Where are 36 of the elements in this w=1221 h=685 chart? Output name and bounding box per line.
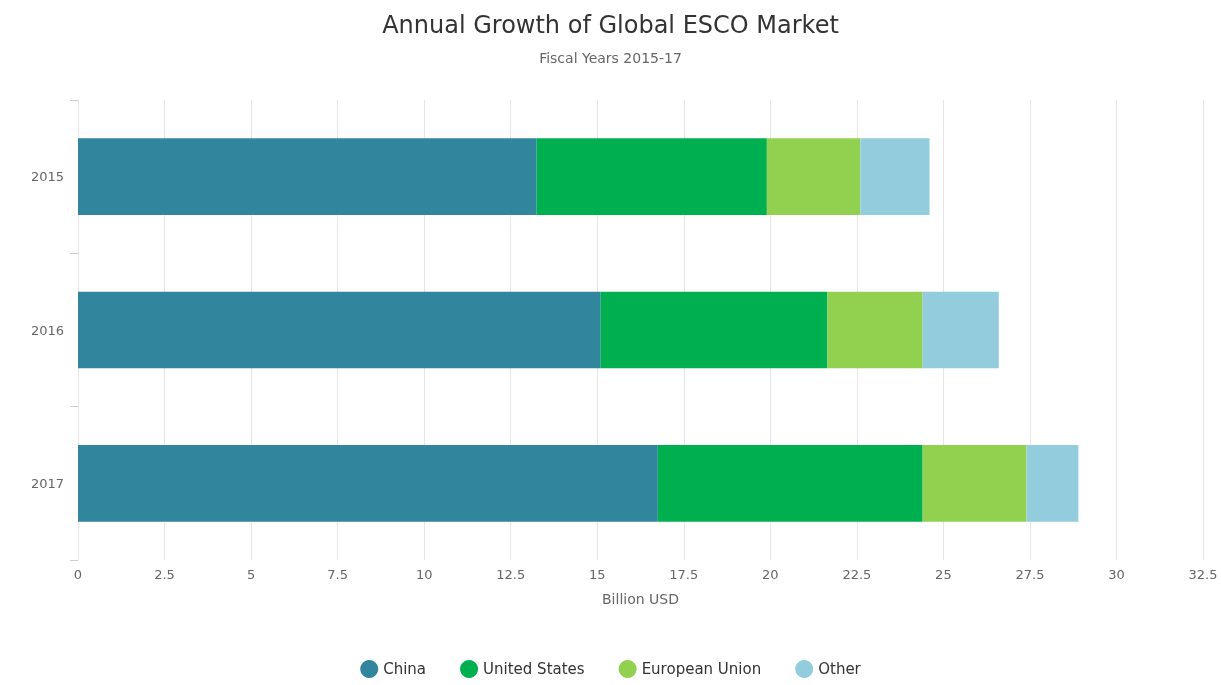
x-tick-label: 30	[1108, 567, 1125, 582]
y-tick-label: 2016	[30, 322, 64, 338]
bar	[922, 291, 999, 369]
chart-subtitle: Fiscal Years 2015-17	[539, 50, 682, 66]
bar	[657, 445, 923, 522]
bar	[78, 445, 658, 522]
x-tick-label: 20	[762, 567, 779, 582]
bar	[766, 138, 861, 215]
x-axis-title: Billion USD	[602, 591, 679, 607]
x-tick-label: 32.5	[1188, 567, 1218, 582]
chart-title: Annual Growth of Global ESCO Market	[382, 11, 839, 39]
legend-label: China	[383, 660, 427, 678]
bar	[827, 291, 923, 369]
bar	[78, 138, 537, 215]
x-tick-label: 15	[588, 567, 606, 582]
bar	[78, 291, 601, 369]
x-tick-label: 12.5	[496, 567, 526, 582]
bar	[536, 138, 767, 215]
bar	[600, 291, 828, 369]
x-tick-label: 5	[246, 567, 256, 582]
x-tick-label: 10	[415, 567, 433, 582]
bar	[1026, 445, 1079, 522]
x-tick-label: 2.5	[154, 567, 175, 582]
x-tick-label: 17.5	[669, 567, 699, 582]
legend-label: United States	[483, 660, 585, 678]
bar	[922, 445, 1027, 522]
x-tick-label: 22.5	[842, 567, 872, 582]
x-tick-label: 25	[935, 567, 952, 582]
legend-label: European Union	[641, 660, 762, 678]
x-tick-label: 27.5	[1015, 567, 1045, 582]
x-tick-label: 0	[73, 567, 83, 582]
y-tick-label: 2017	[30, 475, 64, 491]
x-tick-label: 7.5	[327, 567, 348, 582]
y-tick-label: 2015	[30, 169, 64, 185]
bar	[860, 138, 930, 215]
legend-label: Other	[818, 660, 862, 678]
